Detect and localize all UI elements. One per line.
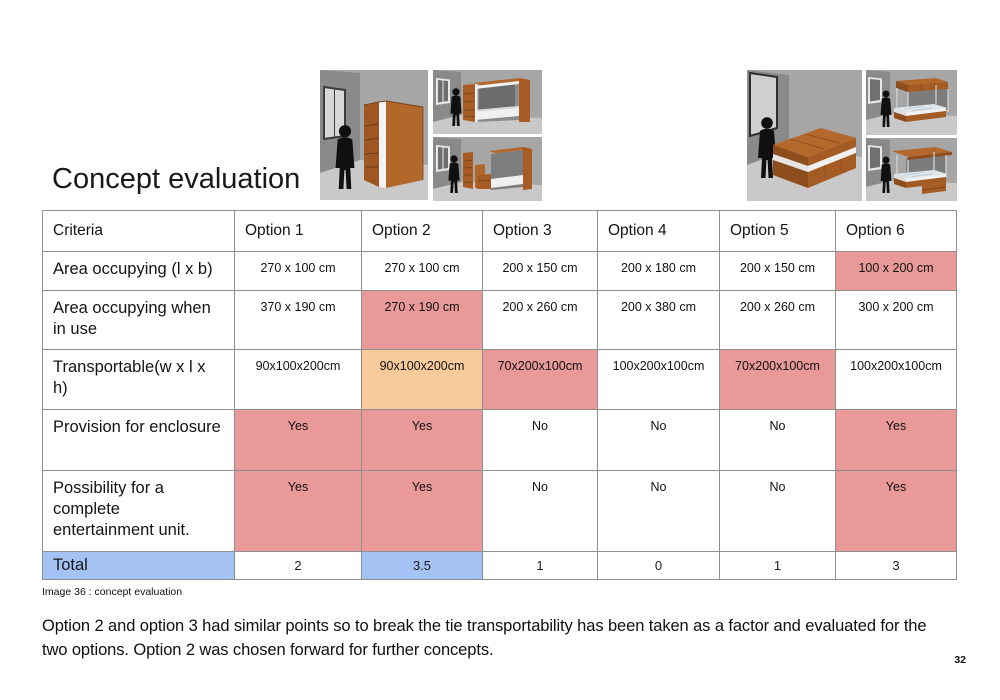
body-paragraph: Option 2 and option 3 had similar points… xyxy=(42,617,927,659)
table-cell: Yes xyxy=(361,470,483,552)
table-cell: 200 x 180 cm xyxy=(597,251,720,291)
criteria-cell: Area occupying when in use xyxy=(42,290,235,350)
render-canopy-bed-roof xyxy=(866,138,957,201)
person-silhouette xyxy=(880,156,892,193)
criteria-cell: Area occupying (l x b) xyxy=(42,251,235,291)
render-wardrobe-closed xyxy=(320,70,428,200)
table-cell: 270 x 100 cm xyxy=(361,251,483,291)
column-header-option5: Option 5 xyxy=(719,210,836,252)
table-row: Area occupying when in use 370 x 190 cm … xyxy=(42,290,957,350)
table-cell: 200 x 380 cm xyxy=(597,290,720,350)
table-total-row: Total 2 3.5 1 0 1 3 xyxy=(42,551,957,580)
table-row: Transportable(w x l x h) 90x100x200cm 90… xyxy=(42,349,957,410)
total-cell: 3 xyxy=(835,551,957,580)
table-cell: 300 x 200 cm xyxy=(835,290,957,350)
table-cell: Yes xyxy=(835,470,957,552)
table-cell: Yes xyxy=(234,470,362,552)
person-silhouette xyxy=(880,90,892,127)
total-cell: 2 xyxy=(234,551,362,580)
total-cell: 3.5 xyxy=(361,551,483,580)
table-cell: No xyxy=(482,470,598,552)
table-cell: Yes xyxy=(234,409,362,471)
column-header-option6: Option 6 xyxy=(835,210,957,252)
render-box-bed-closed xyxy=(747,70,862,201)
evaluation-table: Criteria Option 1 Option 2 Option 3 Opti… xyxy=(42,210,957,580)
render-wardrobe-open xyxy=(433,70,542,134)
table-row: Provision for enclosure Yes Yes No No No… xyxy=(42,409,957,471)
table-cell: No xyxy=(597,470,720,552)
table-cell: 100x200x100cm xyxy=(597,349,720,410)
table-cell: Yes xyxy=(361,409,483,471)
table-cell: 370 x 190 cm xyxy=(234,290,362,350)
table-row: Area occupying (l x b) 270 x 100 cm 270 … xyxy=(42,251,957,291)
table-header-row: Criteria Option 1 Option 2 Option 3 Opti… xyxy=(42,210,957,252)
table-cell: 200 x 150 cm xyxy=(719,251,836,291)
table-cell: No xyxy=(719,470,836,552)
total-cell: 1 xyxy=(482,551,598,580)
total-cell: 1 xyxy=(719,551,836,580)
column-header-criteria: Criteria xyxy=(42,210,235,252)
table-cell: 90x100x200cm xyxy=(234,349,362,410)
table-cell: 90x100x200cm xyxy=(361,349,483,410)
render-group-bed xyxy=(747,70,957,201)
render-group-wardrobe xyxy=(320,70,542,201)
table-cell: Yes xyxy=(835,409,957,471)
person-silhouette xyxy=(448,155,460,193)
table-cell: 270 x 100 cm xyxy=(234,251,362,291)
person-silhouette xyxy=(450,88,462,126)
column-header-option4: Option 4 xyxy=(597,210,720,252)
table-cell: No xyxy=(482,409,598,471)
person-silhouette xyxy=(335,125,355,189)
table-cell: 70x200x100cm xyxy=(719,349,836,410)
table-cell: 200 x 260 cm xyxy=(719,290,836,350)
total-cell: 0 xyxy=(597,551,720,580)
table-cell: 200 x 150 cm xyxy=(482,251,598,291)
total-label-cell: Total xyxy=(42,551,235,580)
criteria-cell: Possibility for a complete entertainment… xyxy=(42,470,235,552)
criteria-cell: Provision for enclosure xyxy=(42,409,235,471)
column-header-option1: Option 1 xyxy=(234,210,362,252)
column-header-option2: Option 2 xyxy=(361,210,483,252)
image-caption: Image 36 : concept evaluation xyxy=(42,586,183,598)
render-canopy-bed-open xyxy=(866,70,957,135)
table-cell: 100 x 200 cm xyxy=(835,251,957,291)
table-cell: 100x200x100cm xyxy=(835,349,957,410)
person-silhouette xyxy=(758,117,776,178)
table-row: Possibility for a complete entertainment… xyxy=(42,470,957,552)
page-title: Concept evaluation xyxy=(52,163,301,195)
table-cell: 70x200x100cm xyxy=(482,349,598,410)
table-cell: 270 x 190 cm xyxy=(361,290,483,350)
render-wardrobe-open-steps xyxy=(433,137,542,201)
table-cell: No xyxy=(719,409,836,471)
column-header-option3: Option 3 xyxy=(482,210,598,252)
table-cell: 200 x 260 cm xyxy=(482,290,598,350)
criteria-cell: Transportable(w x l x h) xyxy=(42,349,235,410)
table-cell: No xyxy=(597,409,720,471)
page-number: 32 xyxy=(954,654,966,666)
